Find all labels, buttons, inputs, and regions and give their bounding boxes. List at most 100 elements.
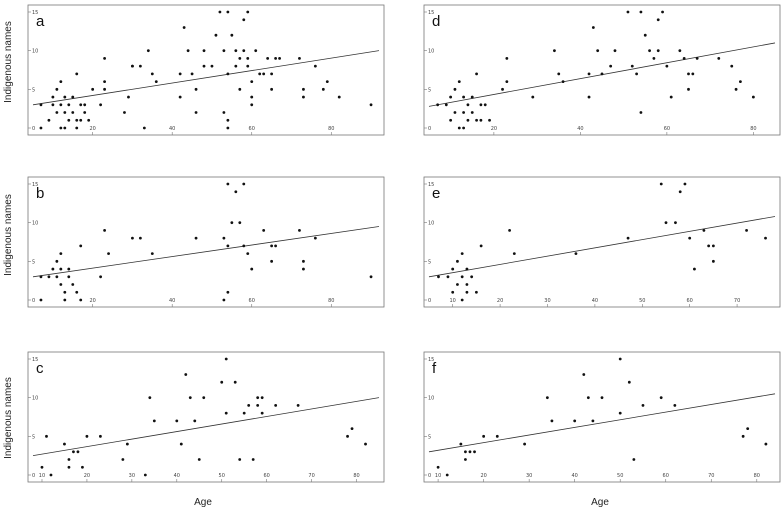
y-tick-label: 0 — [32, 298, 35, 304]
data-point — [67, 267, 71, 271]
data-point — [51, 267, 55, 271]
x-tick-label: 10 — [435, 473, 441, 479]
data-point — [635, 72, 638, 76]
panel-c: c 10 20 30 40 50 60 70 80 0 5 10 15 — [27, 351, 385, 483]
data-point — [71, 111, 75, 114]
data-point — [79, 298, 83, 302]
data-point — [121, 458, 125, 461]
y-tick-label: 15 — [32, 357, 38, 363]
data-point — [687, 87, 690, 91]
data-point — [298, 57, 301, 60]
data-point — [222, 111, 226, 114]
y-tick-label: 0 — [32, 126, 35, 132]
data-point — [103, 57, 106, 60]
plot-frame — [423, 4, 781, 136]
x-tick-label: 80 — [328, 298, 334, 304]
data-point — [711, 259, 715, 263]
data-point — [460, 275, 464, 279]
data-point — [85, 434, 89, 438]
data-point — [505, 57, 509, 60]
data-point — [246, 64, 250, 68]
data-point — [224, 357, 228, 361]
data-point — [79, 103, 83, 107]
data-point — [242, 18, 246, 22]
data-point — [501, 87, 504, 91]
data-point — [91, 87, 95, 91]
y-axis-title-row2: Indigenous names — [3, 194, 14, 276]
data-point — [683, 182, 687, 186]
data-point — [250, 267, 254, 271]
data-point — [197, 458, 201, 461]
data-point — [591, 419, 595, 423]
x-tick-label: 50 — [639, 298, 645, 304]
data-point — [59, 103, 63, 107]
x-tick-label: 20 — [89, 298, 95, 304]
data-point — [618, 357, 622, 361]
data-point — [184, 373, 188, 376]
x-tick-label: 60 — [686, 298, 692, 304]
data-point — [238, 221, 242, 225]
x-tick-label: 40 — [571, 473, 577, 479]
data-point — [460, 298, 464, 302]
data-point — [665, 64, 669, 68]
data-point — [688, 236, 692, 240]
data-point — [55, 275, 59, 279]
data-point — [40, 465, 44, 469]
x-tick-label: 70 — [734, 298, 740, 304]
data-point — [246, 57, 250, 60]
data-point — [154, 80, 158, 83]
data-point — [250, 103, 254, 107]
data-point — [230, 33, 234, 37]
x-axis-title-left: Age — [194, 497, 212, 508]
data-point — [302, 267, 305, 271]
data-point — [256, 404, 260, 407]
data-point — [143, 473, 147, 477]
data-point — [346, 434, 349, 438]
data-point — [436, 465, 440, 469]
panel-f: f 10 20 30 40 50 60 70 80 0 5 10 15 — [423, 351, 781, 483]
y-tick-label: 10 — [32, 396, 38, 402]
x-tick-label: 80 — [750, 126, 756, 132]
x-tick-label: 20 — [480, 473, 486, 479]
data-point — [596, 49, 600, 53]
data-point — [600, 72, 604, 76]
data-point — [87, 118, 91, 122]
data-point — [59, 283, 63, 286]
data-point — [242, 49, 246, 53]
data-point — [313, 64, 317, 68]
y-tick-label: 0 — [428, 298, 431, 304]
y-tick-label: 5 — [428, 434, 431, 440]
data-point — [586, 396, 590, 400]
data-point — [234, 190, 238, 194]
x-tick-label: 80 — [353, 473, 359, 479]
data-point — [462, 126, 465, 130]
data-point — [574, 252, 578, 256]
data-point — [369, 103, 373, 107]
y-tick-label: 15 — [428, 357, 434, 363]
y-tick-label: 5 — [428, 259, 431, 265]
data-point — [99, 434, 102, 438]
data-point — [262, 72, 266, 76]
data-point — [146, 49, 150, 53]
data-point — [456, 259, 459, 263]
data-point — [618, 411, 622, 415]
data-point — [63, 298, 67, 302]
y-tick-label: 15 — [428, 182, 434, 188]
data-point — [83, 111, 87, 114]
data-point — [278, 57, 281, 60]
data-point — [652, 57, 656, 60]
data-point — [632, 458, 636, 461]
data-point — [659, 396, 663, 400]
x-tick-label: 40 — [169, 126, 175, 132]
panel-d: d 20 40 60 80 0 5 10 15 — [423, 4, 781, 136]
data-point — [222, 49, 226, 53]
data-point — [751, 95, 755, 99]
data-point — [39, 298, 43, 302]
data-point — [587, 72, 591, 76]
x-tick-label: 60 — [249, 298, 255, 304]
y-tick-label: 5 — [32, 87, 35, 93]
data-point — [274, 404, 278, 407]
x-tick-label: 60 — [663, 473, 669, 479]
data-point — [678, 190, 682, 194]
data-point — [730, 64, 734, 68]
